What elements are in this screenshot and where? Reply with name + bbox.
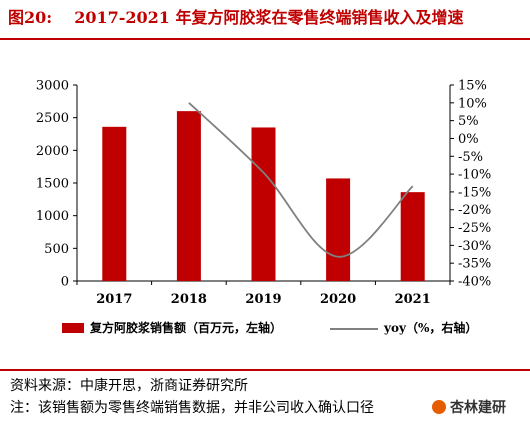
right-tick-label: 15%	[458, 79, 487, 94]
bar-2017	[102, 126, 127, 282]
right-tick-label: -35%	[458, 257, 491, 272]
bar-2020	[326, 178, 351, 281]
title-rule	[0, 38, 530, 40]
right-tick-label: 0%	[458, 132, 479, 147]
right-tick-label: -40%	[458, 275, 491, 290]
bar-2018	[176, 111, 201, 281]
figure-title: 图20: 2017-2021 年复方阿胶浆在零售终端销售收入及增速	[8, 4, 463, 28]
x-tick-label: 2017	[96, 292, 132, 307]
legend-bar-label: 复方阿胶浆销售额（百万元，左轴）	[89, 320, 282, 335]
watermark: 杏林建研	[428, 397, 506, 417]
footnote: 注：该销售额为零售终端销售数据，并非公司收入确认口径	[10, 400, 374, 416]
right-tick-label: -5%	[458, 150, 483, 165]
bar-2019	[251, 127, 276, 281]
x-tick-label: 2018	[171, 292, 207, 307]
legend-bar-swatch	[62, 323, 84, 333]
left-tick-label: 2000	[36, 144, 69, 159]
right-tick-label: -20%	[458, 203, 491, 218]
chart: 0 500 1000 1500 2000 2500 3000 15% 10% 5% 0% -5% -10…	[36, 79, 491, 336]
left-tick-label: 1000	[36, 209, 69, 224]
left-tick-label: 0	[61, 275, 69, 290]
right-tick-label: 10%	[458, 96, 487, 111]
left-tick-label: 3000	[36, 79, 69, 94]
figure-title-text: 2017-2021 年复方阿胶浆在零售终端销售收入及增速	[74, 8, 464, 27]
yoy-line	[188, 102, 414, 258]
right-tick-label: -30%	[458, 239, 491, 254]
left-tick-label: 1500	[36, 177, 69, 192]
x-tick-label: 2021	[395, 292, 431, 307]
right-tick-label: -10%	[458, 168, 491, 183]
left-tick-label: 2500	[36, 111, 69, 126]
right-tick-label: 5%	[458, 114, 479, 129]
source-note: 资料来源：中康开思，浙商证券研究所	[10, 378, 248, 394]
right-tick-label: -15%	[458, 185, 491, 200]
legend-line-label: yoy（%，右轴）	[383, 320, 477, 335]
left-tick-label: 500	[44, 242, 69, 257]
footer-rule	[0, 369, 530, 371]
watermark-text: 杏林建研	[450, 400, 506, 416]
x-tick-label: 2020	[320, 292, 356, 307]
bar-2021	[400, 192, 425, 281]
right-tick-label: -25%	[458, 221, 491, 236]
wechat-icon	[432, 400, 446, 414]
figure-number: 图20:	[8, 8, 53, 27]
x-tick-label: 2019	[245, 292, 281, 307]
